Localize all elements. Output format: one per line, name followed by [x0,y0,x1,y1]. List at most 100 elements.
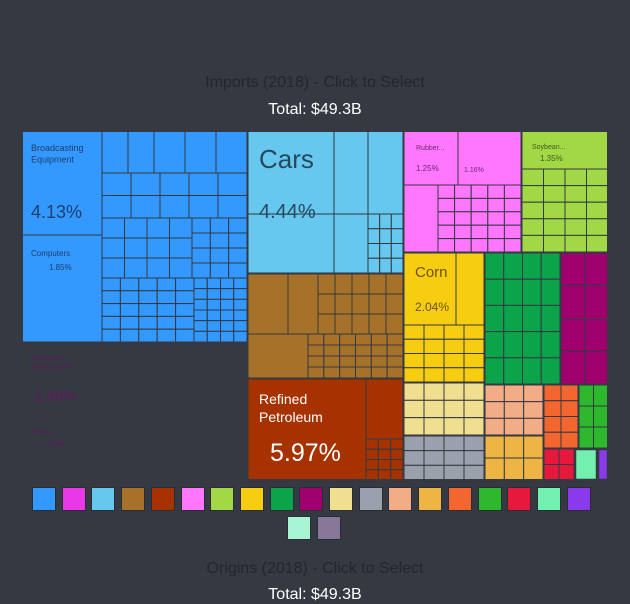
treemap-cell-145[interactable] [386,366,404,379]
treemap-cell-234[interactable] [522,278,542,306]
treemap-cell-259[interactable] [443,417,465,436]
treemap-cell-175[interactable] [470,238,489,253]
treemap-cell-113[interactable] [351,293,370,315]
treemap-cell-251[interactable] [403,382,425,401]
treemap-cell-71[interactable] [206,288,221,300]
treemap-cell-177[interactable] [487,197,505,213]
treemap-cell-9[interactable] [159,172,190,196]
treemap-cell-279[interactable] [503,401,525,419]
treemap-cell-78[interactable] [220,298,235,311]
treemap-cell-299[interactable] [578,405,594,428]
treemap-cell-117[interactable] [368,313,387,335]
legend-swatch-5[interactable] [180,487,205,511]
treemap-cell-206[interactable] [455,252,485,326]
treemap-cell-171[interactable] [470,184,489,199]
treemap-cell-16[interactable] [101,237,125,259]
treemap-cell-233[interactable] [522,252,542,280]
treemap-cell-76[interactable] [220,277,235,290]
treemap-cell-213[interactable] [423,353,445,369]
treemap-cell-174[interactable] [470,224,489,240]
treemap-cell-247[interactable] [584,252,609,287]
treemap-cell-131[interactable] [339,344,356,357]
treemap-cell-241[interactable] [540,331,561,359]
treemap-cell-242[interactable] [540,357,561,385]
treemap-cell-154[interactable] [377,469,392,481]
treemap-cell-39[interactable] [101,277,121,292]
treemap-cell-91[interactable] [333,213,369,274]
treemap-cell-165[interactable] [437,238,456,253]
treemap-cell-257[interactable] [443,382,465,401]
treemap-cell-155[interactable] [390,438,404,450]
treemap-cell-142[interactable] [386,333,404,346]
treemap-cell-72[interactable] [206,298,221,311]
treemap-cell-59[interactable] [175,277,195,292]
treemap-cell-61[interactable] [175,303,195,317]
treemap-cell-159[interactable] [457,130,522,186]
treemap-cell-281[interactable] [523,384,544,403]
treemap-cell-149[interactable] [365,459,379,471]
treemap-cell-40[interactable] [101,290,121,305]
legend-swatch-17[interactable] [536,487,561,511]
treemap-cell-102[interactable] [390,243,404,259]
treemap-cell-25[interactable] [169,237,193,259]
treemap-cell-2[interactable] [153,130,186,174]
treemap-cell-280[interactable] [503,417,525,436]
treemap-cell-207[interactable] [403,324,425,340]
treemap-cell-133[interactable] [339,366,356,379]
treemap-cell-226[interactable] [484,331,505,359]
treemap-cell-269[interactable] [443,435,465,452]
treemap-cell-77[interactable] [220,288,235,300]
treemap-cell-35[interactable] [228,217,248,234]
treemap-cell-95[interactable] [367,257,381,274]
treemap-cell-125[interactable] [307,366,325,379]
treemap-cell-156[interactable] [390,448,404,460]
group-stone[interactable] [573,447,599,482]
legend-swatch-16[interactable] [507,487,532,511]
legend-swatch-7[interactable] [239,487,264,511]
treemap-cell-64[interactable] [193,277,208,290]
legend-swatch-14[interactable] [447,487,472,511]
treemap-cell-105[interactable] [287,273,319,335]
treemap-cell-24[interactable] [169,217,193,239]
treemap-cell-53[interactable] [138,328,158,343]
treemap-cell-114[interactable] [351,313,370,335]
treemap-cell-268[interactable] [423,464,445,481]
treemap-cell-54[interactable] [156,277,177,292]
legend-swatch-12[interactable] [388,487,413,511]
treemap-cell-80[interactable] [220,320,235,332]
treemap-cell-302[interactable] [593,405,609,428]
treemap-cell-6[interactable] [101,195,132,219]
treemap-cell-140[interactable] [370,355,388,368]
treemap-cell-148[interactable] [365,448,379,460]
treemap-cell-41[interactable] [101,303,121,317]
treemap-cell-56[interactable] [156,303,177,317]
treemap-cell-192[interactable] [543,185,566,203]
treemap-cell-221[interactable] [463,353,485,369]
treemap-cell-266[interactable] [423,435,445,452]
treemap-cell-88[interactable] [333,130,369,215]
treemap-cell-244[interactable] [560,285,585,319]
treemap-cell-124[interactable] [307,355,325,368]
treemap-cell-258[interactable] [443,399,465,419]
treemap-cell-305[interactable] [543,464,560,481]
treemap-cell-208[interactable] [403,338,425,354]
treemap-cell-204[interactable] [586,218,609,236]
treemap-cell-66[interactable] [193,298,208,311]
treemap-cell-65[interactable] [193,288,208,300]
treemap-cell-107[interactable] [317,293,336,315]
treemap-cell-4[interactable] [215,130,248,174]
treemap-cell-10[interactable] [159,195,190,219]
treemap-cell-195[interactable] [543,234,566,253]
treemap-cell-19[interactable] [124,237,148,259]
treemap-cell-205[interactable] [586,234,609,253]
treemap-cell-50[interactable] [138,290,158,305]
treemap-cell-7[interactable] [130,172,161,196]
treemap-cell-297[interactable] [560,431,579,449]
treemap-cell-230[interactable] [503,304,523,333]
treemap-cell-27[interactable] [191,217,211,234]
treemap-cell-12[interactable] [188,195,219,219]
legend-swatch-13[interactable] [418,487,443,511]
treemap-cell-191[interactable] [543,168,566,187]
treemap-cell-231[interactable] [503,331,523,359]
treemap-cell-103[interactable] [390,257,404,274]
